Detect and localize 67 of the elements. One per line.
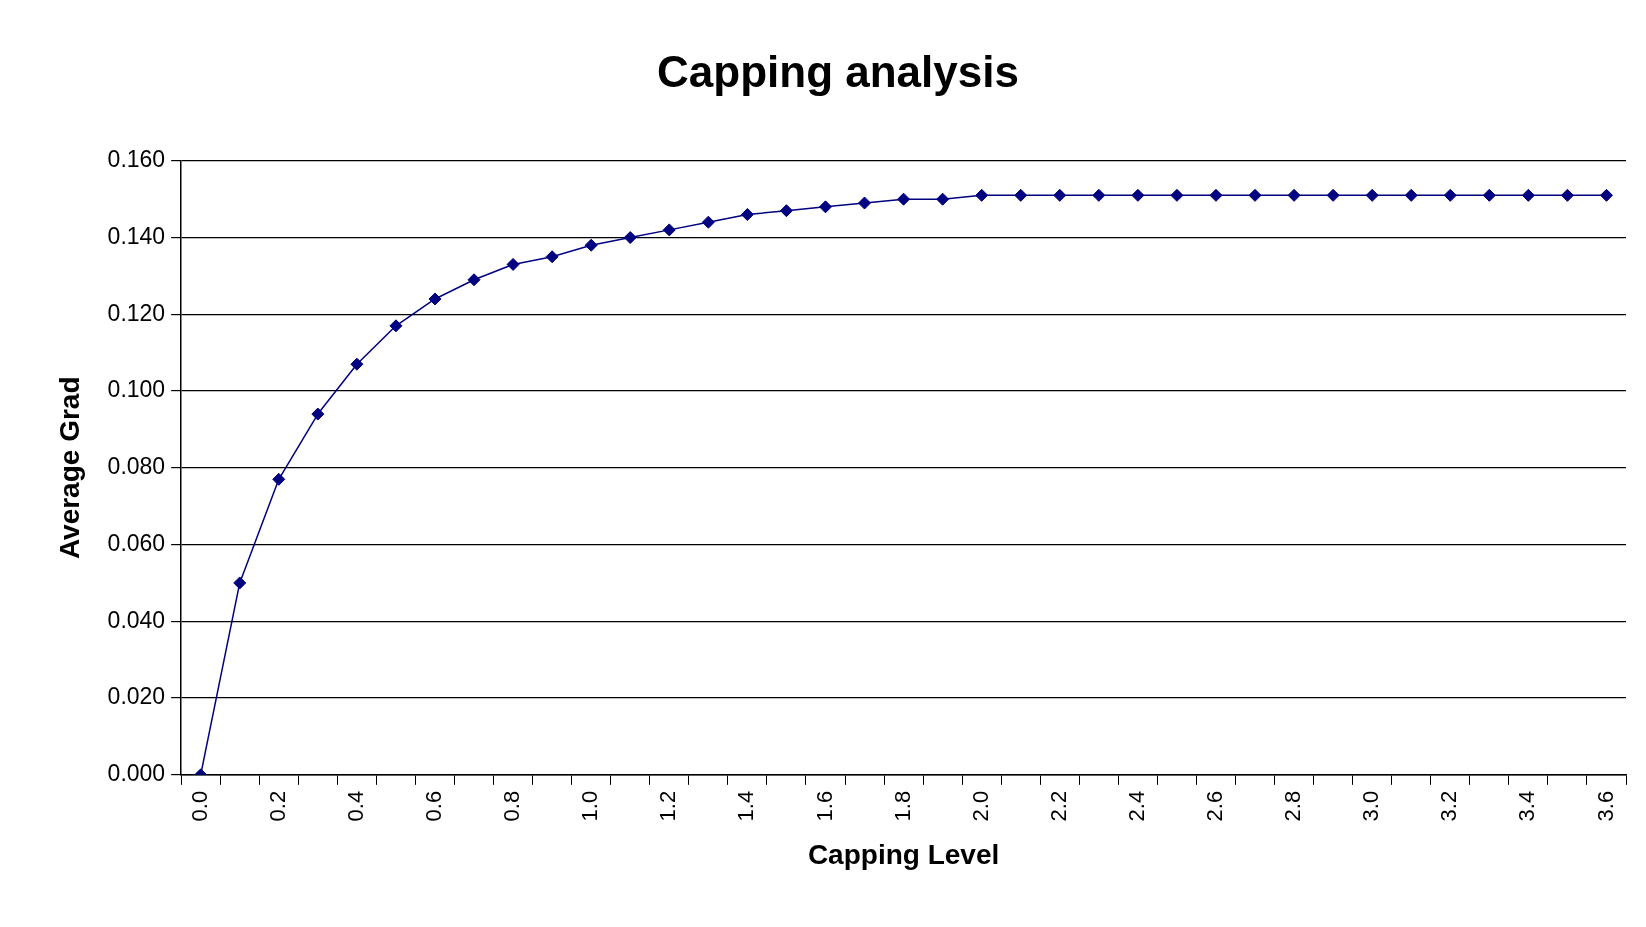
point [623,231,637,245]
y-tick-label: 0.040 [107,606,166,633]
point [1248,188,1262,202]
y-tick-label: 0.020 [107,683,166,710]
x-tick-label: 0.4 [342,790,368,822]
point [1014,188,1028,202]
point [936,192,950,206]
x-tick-label: 1.0 [577,790,603,822]
point [1131,188,1145,202]
point [858,196,872,210]
x-tick-label: 0.2 [264,790,290,822]
point [389,319,403,333]
x-tick-label: 1.8 [889,790,915,822]
x-axis-title: Capping Level [807,838,1000,870]
point [1053,188,1067,202]
y-tick-label: 0.140 [107,222,166,249]
y-axis-title: Average Grad [53,376,85,560]
x-tick-label: 0.6 [421,790,447,822]
point [467,273,481,287]
point [1521,188,1535,202]
x-tick-label: 3.0 [1358,790,1384,822]
point [1482,188,1496,202]
point [975,188,989,202]
point [545,250,559,264]
x-tick-label: 1.4 [733,790,759,822]
point [1170,188,1184,202]
point [1560,188,1574,202]
point [1404,188,1418,202]
x-tick-label: 2.0 [967,790,993,822]
point [779,204,793,218]
y-tick-label: 0.160 [107,146,166,173]
y-tick-label: 0.100 [107,376,166,403]
point [584,238,598,252]
point [1092,188,1106,202]
y-tick-label: 0.080 [107,453,166,480]
x-tick-label: 0.8 [499,790,525,822]
point [272,472,286,486]
point [350,357,364,371]
chart-title: Capping analysis [657,46,1019,96]
x-tick-label: 1.6 [811,790,837,822]
point [311,407,325,421]
x-tick-label: 2.4 [1123,790,1149,822]
point [1365,188,1379,202]
point [1599,188,1613,202]
point [1287,188,1301,202]
x-tick-label: 3.6 [1592,790,1618,822]
x-tick-label: 0.0 [186,790,212,822]
x-tick-label: 1.2 [655,790,681,822]
point [701,215,715,229]
point [897,192,911,206]
point [1209,188,1223,202]
point [740,208,754,222]
x-tick-label: 3.4 [1514,790,1540,822]
point [1326,188,1340,202]
x-tick-label: 2.6 [1202,790,1228,822]
y-tick-label: 0.000 [107,760,166,787]
point [506,257,520,271]
point [428,292,442,306]
point [818,200,832,214]
point [1443,188,1457,202]
x-tick-label: 2.8 [1280,790,1306,822]
point [662,223,676,237]
y-tick-label: 0.120 [107,299,166,326]
point [233,576,247,590]
x-tick-label: 2.2 [1045,790,1071,822]
x-tick-label: 3.2 [1436,790,1462,822]
y-tick-label: 0.060 [107,529,166,556]
